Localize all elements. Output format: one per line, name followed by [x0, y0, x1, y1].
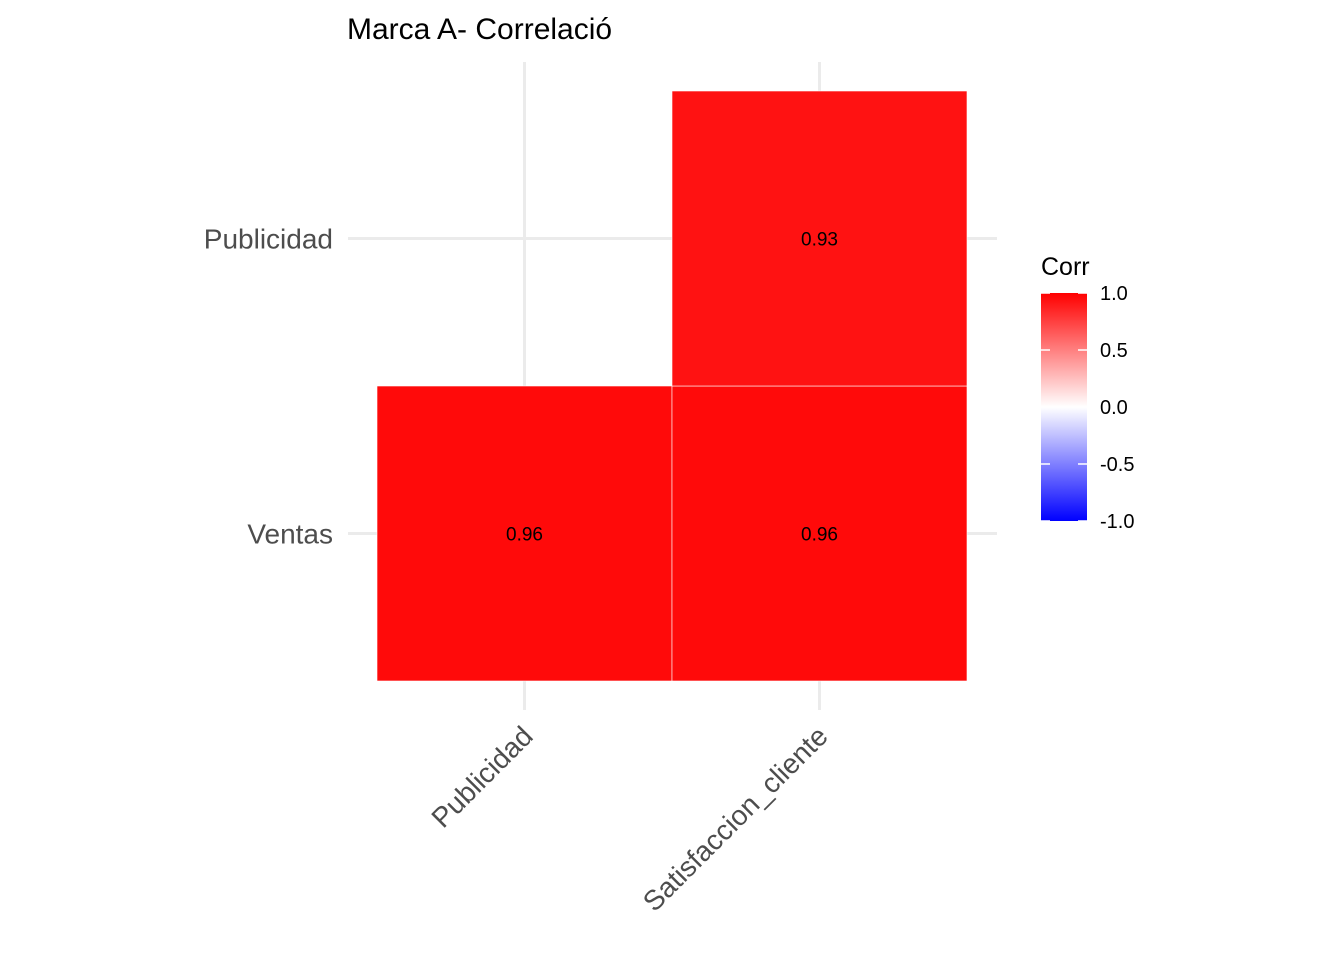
cell-value-label: 0.93: [801, 230, 838, 251]
heatmap-cells: [376, 90, 968, 682]
legend-tick-label: 0.0: [1100, 397, 1128, 419]
x-tick-label: Satisfaccion_cliente: [637, 720, 834, 917]
chart-title: Marca A- Correlació: [347, 13, 612, 46]
heatmap-cell: [376, 385, 673, 682]
y-axis: Ventas Publicidad: [204, 224, 333, 550]
legend-tick-label: 1.0: [1100, 283, 1128, 305]
legend-tick-label: -1.0: [1100, 511, 1134, 533]
legend-title: Corr: [1041, 253, 1090, 281]
x-tick-label: Publicidad: [425, 720, 538, 833]
cell-value-label: 0.96: [801, 525, 838, 546]
y-tick-label: Ventas: [247, 519, 333, 550]
legend-ticks: 1.0 0.5 0.0 -0.5 -1.0: [1041, 283, 1134, 533]
y-tick-label: Publicidad: [204, 224, 333, 255]
legend-tick-label: 0.5: [1100, 340, 1128, 362]
legend: Corr 1.0 0.5 0.0 -0.5 -1.0: [1041, 253, 1134, 533]
x-axis: Publicidad Satisfaccion_cliente: [425, 720, 833, 917]
heatmap-cell: [671, 385, 968, 682]
cell-value-label: 0.96: [506, 525, 543, 546]
heatmap-cell: [671, 90, 968, 387]
cell-labels: 0.96 0.96 0.93: [506, 230, 838, 546]
legend-tick-label: -0.5: [1100, 454, 1134, 476]
